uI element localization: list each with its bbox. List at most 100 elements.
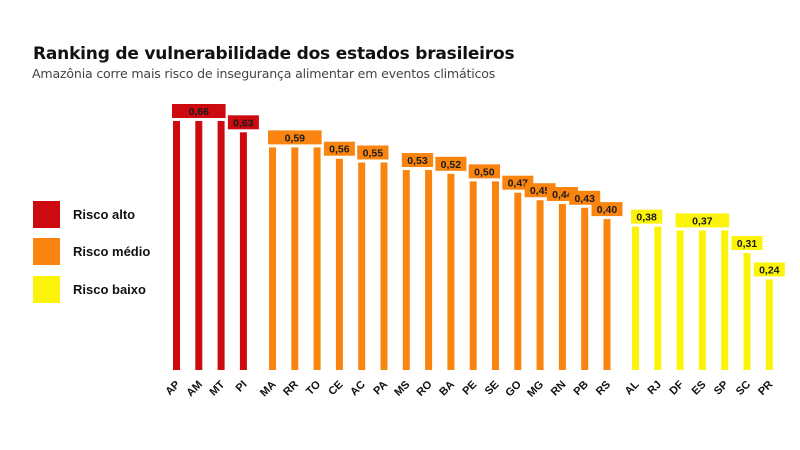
bar-se [492,181,499,370]
data-label-box [468,164,500,179]
data-label-text: 0,31 [737,238,758,250]
legend-swatch-risco-baixo [33,275,60,303]
x-tick-label-pb: PB [572,379,591,398]
bar-al [632,226,639,370]
x-tick-label-rj: RJ [645,379,663,397]
data-label-0-31: 0,31 [731,236,763,251]
data-label-0-59: 0,59 [268,130,322,145]
data-label-text: 0,53 [407,155,428,167]
bar-df [676,230,684,370]
data-label-text: 0,24 [759,264,780,276]
data-label-box [401,153,434,168]
x-tick-label-ms: MS [392,379,412,399]
data-label-box [569,190,601,205]
data-label-box [357,145,389,160]
bar-pb [581,207,589,370]
legend-label-risco-baixo: Risco baixo [73,281,146,297]
x-tick-label-pa: PA [371,379,390,398]
data-label-0-43: 0,43 [569,190,601,205]
x-tick-label-ac: AC [348,379,368,399]
data-label-text: 0,38 [636,212,657,224]
x-tick-label-ro: RO [415,378,435,398]
x-tick-label-rr: RR [281,379,301,399]
x-tick-label-ce: CE [326,379,345,398]
data-label-0-37: 0,37 [675,213,730,228]
x-tick-label-to: TO [304,378,323,397]
bar-ms [402,170,410,370]
bar-pa [380,162,388,370]
legend-label-risco-alto: Risco alto [73,206,136,222]
legend-swatch-risco-medio [33,237,60,265]
data-label-box [731,236,763,251]
data-label-text: 0,66 [189,106,210,118]
bar-sc [743,253,751,370]
data-label-box [435,156,467,171]
x-tick-label-ba: BA [437,379,457,399]
x-tick-label-se: SE [483,379,502,398]
data-label-text: 0,45 [530,185,551,197]
data-label-box [172,104,226,118]
x-tick-label-es: ES [690,379,709,398]
data-label-0-24: 0,24 [753,262,785,277]
data-label-text: 0,43 [574,193,595,205]
x-tick-label-df: DF [667,378,686,397]
legend-label-risco-medio: Risco médio [73,243,151,259]
data-label-box [591,202,623,217]
data-label-text: 0,56 [329,144,350,156]
bar-es [698,230,706,370]
bar-mt [217,121,225,370]
x-tick-label-ap: AP [163,379,182,398]
data-label-box [227,115,259,130]
data-label-box [753,262,785,277]
bar-go [514,192,522,370]
legend-item-risco-medio: Risco médio [33,237,151,265]
x-tick-label-pi: PI [234,379,250,395]
bar-rj [654,226,662,370]
data-label-text: 0,37 [692,215,713,227]
bar-rr [291,147,299,370]
data-label-text: 0,55 [363,148,384,160]
data-label-box [268,130,322,145]
data-label-0-55: 0,55 [357,145,389,160]
bar-ro [425,170,433,370]
x-tick-label-ma: MA [258,379,279,400]
data-label-box [675,213,730,228]
data-label-0-56: 0,56 [323,141,355,156]
bar-pi [239,132,247,370]
x-tick-label-sc: SC [734,379,753,398]
data-label-box [323,141,355,156]
legend-item-risco-baixo: Risco baixo [33,275,146,303]
data-label-text: 0,59 [285,132,306,144]
x-tick-label-al: AL [623,378,642,397]
data-label-0-52: 0,52 [435,156,467,171]
data-label-0-63: 0,63 [227,115,259,130]
bar-ma [269,147,276,370]
bar-mg [536,200,544,370]
legend-item-risco-alto: Risco alto [33,200,136,228]
bar-pr [765,279,773,370]
data-label-0-38: 0,38 [631,209,663,224]
bar-am [195,121,203,370]
legend-swatch-risco-alto [33,200,60,228]
data-label-text: 0,40 [597,204,618,216]
data-label-0-40: 0,40 [591,202,623,217]
x-tick-label-pr: PR [756,379,775,398]
chart-subtitle: Amazônia corre mais risco de insegurança… [32,66,496,81]
x-tick-label-sp: SP [712,379,731,398]
x-tick-label-mt: MT [207,378,227,398]
bar-ap [173,121,180,370]
bar-pe [469,181,477,370]
x-tick-label-am: AM [184,379,205,400]
data-label-0-53: 0,53 [401,153,434,168]
data-label-text: 0,44 [552,189,573,201]
x-tick-label-pe: PE [460,379,479,398]
data-label-text: 0,63 [233,117,254,129]
x-tick-label-go: GO [503,378,524,399]
bar-to [313,147,321,370]
bar-ce [335,158,343,370]
data-label-text: 0,50 [474,166,495,178]
data-label-0-50: 0,50 [468,164,500,179]
bar-rs [603,219,611,370]
bar-rn [558,204,566,370]
